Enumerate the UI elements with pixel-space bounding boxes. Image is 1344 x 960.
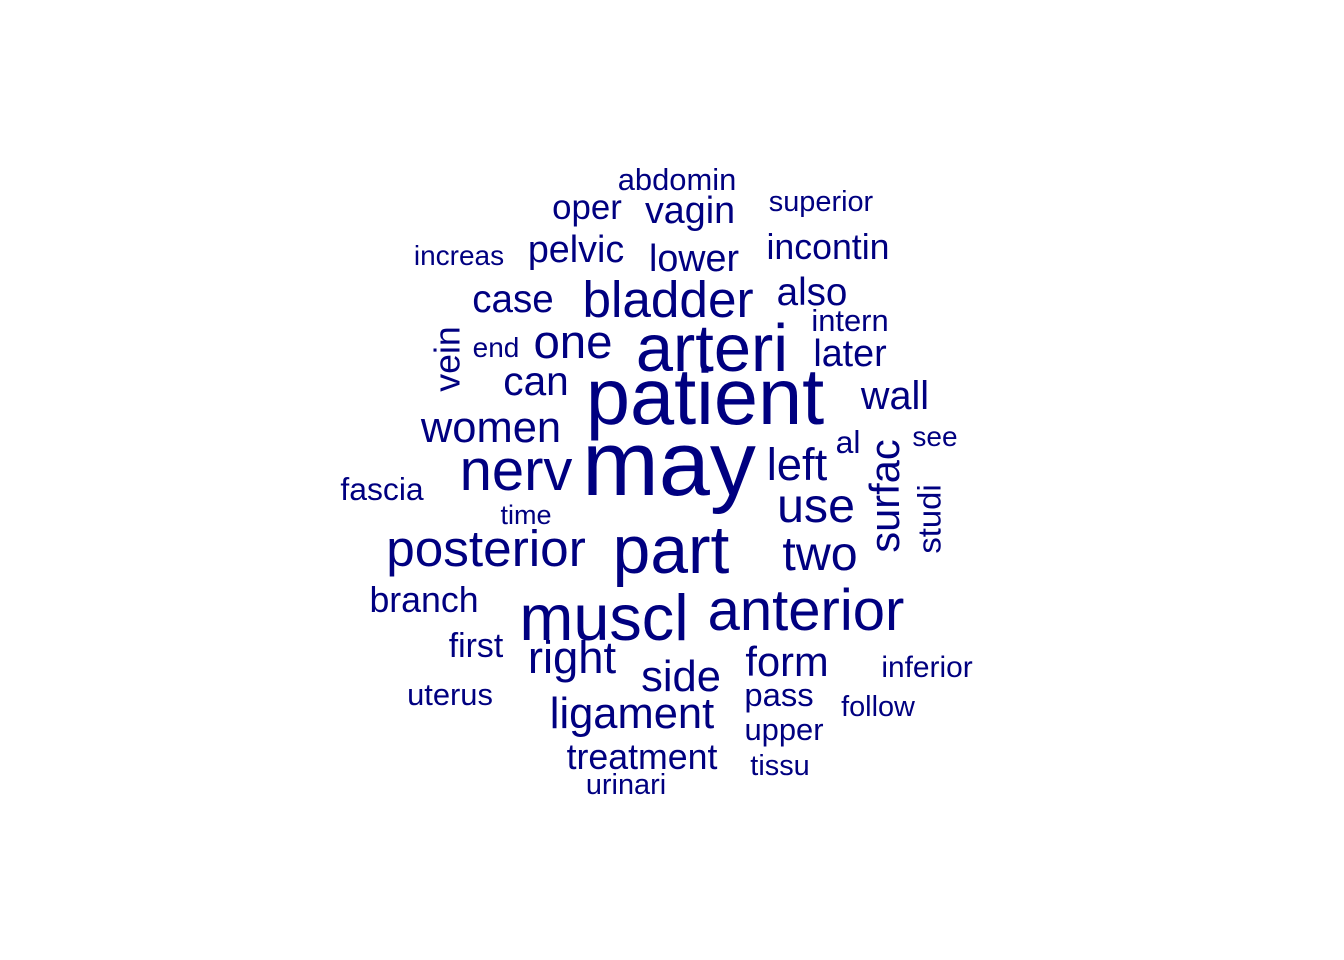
word-oper: oper [552,188,622,227]
word-nerv: nerv [460,438,573,503]
word-later: later [813,332,886,374]
word-first: first [449,627,504,665]
word-end: end [473,332,520,363]
word-inferior: inferior [881,651,972,684]
word-pass: pass [744,676,813,713]
word-two: two [782,527,857,581]
word-muscl: muscl [519,581,688,654]
word-patient: patient [586,352,824,441]
word-women: women [420,404,561,452]
word-time: time [500,500,551,530]
word-wall: wall [860,374,929,418]
word-vagin: vagin [645,189,735,231]
word-vein: vein [427,326,467,391]
word-follow: follow [841,691,915,723]
word-arteri: arteri [636,312,788,386]
word-pelvic: pelvic [528,228,624,270]
word-surfac: surfac [861,439,908,552]
word-abdomin: abdomin [618,162,737,197]
word-use: use [777,479,855,533]
word-studi: studi [911,484,948,553]
word-may: may [582,413,756,515]
word-form: form [745,638,828,685]
word-branch: branch [369,580,478,620]
word-fascia: fascia [340,471,424,507]
word-uterus: uterus [407,677,493,712]
word-lower: lower [649,237,739,279]
word-see: see [912,421,957,452]
word-incontin: incontin [766,227,889,267]
word-can: can [503,358,568,404]
word-increas: increas [414,240,504,271]
word-case: case [472,278,554,321]
word-urinari: urinari [586,769,666,801]
word-also: also [777,271,848,314]
word-treatment: treatment [567,737,718,777]
word-right: right [528,632,617,683]
word-anterior: anterior [708,578,905,643]
word-left: left [767,439,828,490]
word-upper: upper [744,712,823,747]
word-al: al [836,424,861,460]
word-part: part [613,513,730,588]
word-intern: intern [811,303,888,338]
word-tissu: tissu [750,750,809,782]
word-ligament: ligament [550,690,714,738]
word-superior: superior [769,186,874,218]
word-one: one [533,316,612,369]
word-posterior: posterior [386,520,586,577]
word-bladder: bladder [582,271,753,328]
word-side: side [641,653,721,701]
